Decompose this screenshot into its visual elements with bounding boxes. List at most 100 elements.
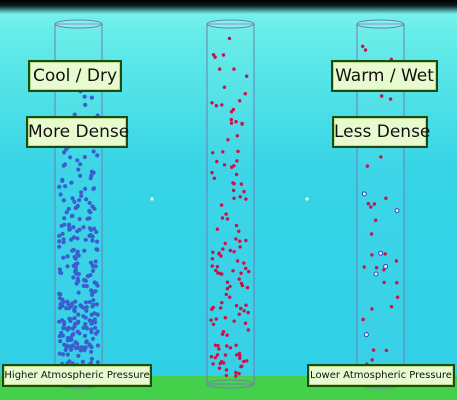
air-particle: [76, 319, 81, 324]
air-particle: [75, 158, 80, 163]
air-particle: [238, 245, 242, 249]
air-particle: [70, 326, 75, 331]
air-particle: [210, 101, 214, 105]
air-particle: [225, 287, 230, 291]
air-particle: [235, 159, 239, 163]
air-particle: [237, 312, 241, 316]
air-particle: [224, 373, 228, 378]
air-particle: [82, 248, 87, 253]
air-particle: [244, 266, 248, 271]
air-particle: [234, 343, 238, 347]
stray-particle: [150, 197, 154, 201]
air-particle: [229, 117, 233, 122]
air-particle: [87, 200, 92, 206]
air-particle: [72, 309, 77, 314]
air-particle: [219, 306, 223, 310]
air-particle: [79, 304, 84, 309]
air-particle: [225, 333, 229, 337]
air-particle: [234, 304, 239, 308]
air-particle: [66, 206, 71, 211]
air-particle: [209, 355, 214, 359]
air-particle: [220, 103, 224, 107]
air-particle: [219, 203, 224, 207]
air-particle: [67, 227, 72, 232]
air-particle: [62, 216, 67, 221]
air-particle: [94, 331, 99, 336]
air-particle: [380, 94, 384, 98]
air-particle: [73, 299, 78, 304]
air-particle: [225, 280, 230, 284]
air-particle: [62, 342, 67, 347]
air-particle: [58, 270, 63, 275]
cool-dry-label: Cool / Dry: [28, 60, 122, 92]
air-particle: [223, 316, 227, 320]
air-particle: [65, 327, 70, 332]
air-particle: [222, 361, 226, 365]
air-particle: [64, 306, 69, 311]
air-particle: [72, 112, 77, 117]
air-particle: [87, 216, 92, 221]
air-particle: [71, 331, 76, 337]
air-particle: [75, 345, 80, 350]
air-particle: [361, 44, 365, 48]
air-particle: [223, 353, 228, 357]
air-particle: [83, 237, 88, 242]
air-particle: [72, 199, 77, 204]
air-particle: [79, 345, 84, 350]
air-particle: [210, 264, 214, 268]
air-particle: [228, 248, 232, 253]
air-particle: [234, 370, 238, 375]
air-particle: [240, 364, 244, 368]
air-particle: [80, 359, 85, 364]
air-particle: [234, 353, 239, 357]
air-particle: [57, 351, 62, 356]
air-particle: [70, 248, 75, 253]
air-particle: [73, 265, 78, 270]
air-particle: [244, 238, 248, 243]
air-particle: [370, 307, 374, 311]
air-particle: [76, 290, 81, 295]
air-particle: [82, 94, 87, 99]
air-particle: [361, 317, 365, 322]
air-particle: [89, 345, 94, 350]
air-particle: [374, 266, 379, 270]
air-particle: [215, 159, 219, 164]
air-particle: [89, 312, 94, 317]
air-particle: [93, 325, 98, 330]
air-particle: [84, 305, 89, 310]
air-particle: [60, 318, 65, 323]
air-particle: [226, 138, 230, 142]
air-particle: [91, 264, 96, 269]
air-particle: [213, 343, 218, 347]
air-particle: [95, 360, 100, 365]
air-particle: [76, 167, 81, 172]
air-particle: [242, 189, 246, 194]
air-particle: [73, 269, 78, 274]
air-particle: [372, 202, 376, 206]
air-particle: [57, 244, 62, 249]
air-particle: [213, 356, 217, 360]
air-particle: [231, 107, 236, 112]
air-particle: [85, 274, 90, 279]
warm-wet-label: Warm / Wet: [331, 60, 438, 92]
air-particle: [234, 374, 238, 378]
air-particle: [234, 120, 238, 124]
air-particle: [57, 267, 63, 272]
air-particle: [58, 192, 63, 197]
air-particle: [57, 239, 62, 244]
air-particle: [89, 356, 94, 362]
air-particle: [70, 196, 75, 201]
air-particle: [244, 197, 248, 201]
air-particle: [90, 238, 95, 243]
air-particle: [220, 332, 225, 336]
air-particle: [72, 316, 77, 321]
air-particle: [379, 155, 383, 159]
higher-pressure-label: Higher Atmospheric Pressure: [2, 364, 152, 387]
air-particle: [77, 198, 82, 203]
air-particle: [63, 184, 68, 189]
air-particle: [221, 247, 225, 251]
air-particle: [212, 176, 216, 180]
air-particle: [81, 325, 86, 330]
air-particle: [82, 277, 87, 283]
air-particle: [211, 151, 215, 155]
